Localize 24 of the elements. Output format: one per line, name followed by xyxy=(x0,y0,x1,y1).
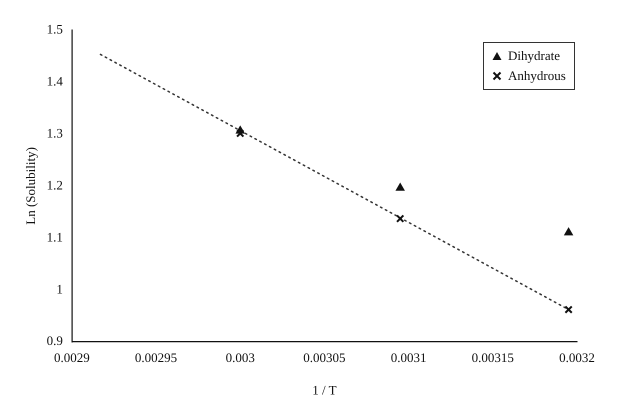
point xyxy=(236,129,244,138)
y-tick-label: 1.4 xyxy=(46,73,64,88)
x-tick-label: 0.00315 xyxy=(472,350,514,366)
y-tick-label: 1.1 xyxy=(46,229,63,244)
point xyxy=(396,182,405,191)
y-tick-label: 1.3 xyxy=(46,125,63,140)
y-tick-label: 0.9 xyxy=(46,333,63,348)
point xyxy=(396,214,404,223)
x-tick-label: 0.0029 xyxy=(54,350,90,366)
point xyxy=(564,305,573,314)
legend-label: Dihydrate xyxy=(508,48,560,63)
x-tick-label: 0.0031 xyxy=(390,350,426,366)
y-tick-label: 1 xyxy=(56,281,63,296)
y-tick-label: 1.5 xyxy=(46,21,63,36)
x-tick-label: 0.0032 xyxy=(559,350,595,366)
x-axis-title: 1 / T xyxy=(312,382,337,398)
x-tick-label: 0.003 xyxy=(226,350,255,366)
x-tick-label: 0.00295 xyxy=(134,350,178,366)
y-axis-title: Ln (Solubility) xyxy=(23,147,38,225)
x-tick-label: 0.00305 xyxy=(303,350,346,366)
y-tick-label: 1.2 xyxy=(46,177,63,192)
point xyxy=(564,228,573,236)
point xyxy=(236,126,245,134)
legend-label: Anhydrous xyxy=(508,68,566,83)
